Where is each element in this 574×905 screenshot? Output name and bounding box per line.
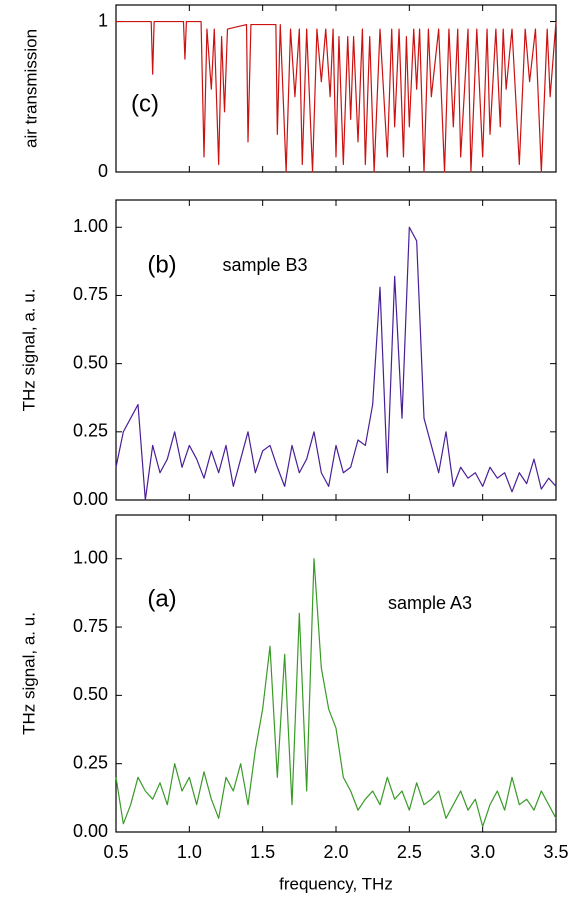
- x-tick-label: 3.0: [470, 842, 495, 862]
- y-tick-label: 0.75: [73, 284, 108, 304]
- y-tick-label: 0.75: [73, 616, 108, 636]
- y-tick-label: 0.50: [73, 684, 108, 704]
- x-tick-label: 2.5: [397, 842, 422, 862]
- plot-frame: [115, 514, 557, 833]
- y-tick-label: 0.25: [73, 752, 108, 772]
- y-axis-label: air transmission: [21, 29, 40, 148]
- x-tick-label: 0.5: [103, 842, 128, 862]
- y-tick-label: 0.50: [73, 352, 108, 372]
- data-line: [116, 20, 557, 173]
- plot-frame: [115, 199, 557, 501]
- x-tick-label: 1.5: [250, 842, 275, 862]
- y-tick-label: 0.25: [73, 421, 108, 441]
- x-tick-label: 3.5: [543, 842, 568, 862]
- y-tick-label: 0.00: [73, 821, 108, 841]
- annotation: sample A3: [388, 593, 472, 613]
- y-tick-label: 1: [98, 10, 108, 30]
- y-tick-label: 1.00: [73, 547, 108, 567]
- panel-label: (a): [147, 585, 176, 612]
- y-axis-label: THz signal, a. u.: [19, 289, 38, 412]
- annotation: sample B3: [222, 255, 307, 275]
- panel-label: (b): [147, 251, 176, 278]
- y-tick-label: 1.00: [73, 216, 108, 236]
- panel-label: (c): [131, 90, 159, 117]
- x-axis-label: frequency, THz: [279, 874, 393, 893]
- x-tick-label: 2.0: [323, 842, 348, 862]
- y-axis-label: THz signal, a. u.: [19, 612, 38, 735]
- x-tick-label: 1.0: [177, 842, 202, 862]
- y-tick-label: 0.00: [73, 489, 108, 509]
- data-line: [115, 226, 557, 501]
- data-line: [115, 558, 557, 828]
- y-tick-label: 0: [98, 161, 108, 181]
